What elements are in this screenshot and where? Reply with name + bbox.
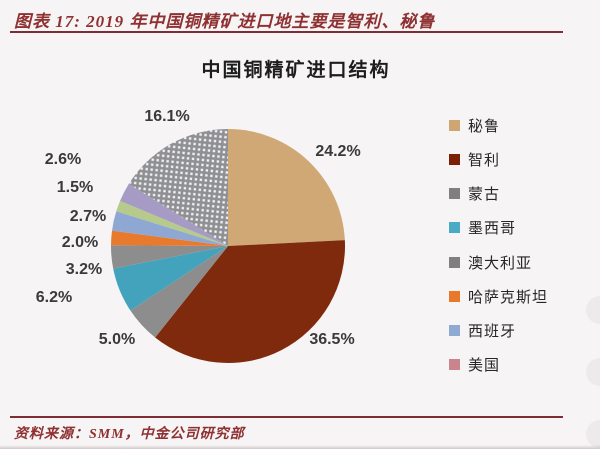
pie-slice-7 [116,200,228,246]
legend-label: 蒙古 [468,186,501,203]
pie-label-slice8: 1.5% [56,179,94,196]
pie-label-mongolia: 5.0% [98,331,136,348]
pie-svg [110,129,345,364]
pie-slice-4 [110,245,228,269]
pie-slice-3 [113,246,228,311]
pie-label-australia: 3.2% [65,261,103,278]
legend-item-mexico: 墨西哥 [449,219,517,237]
legend-label: 西班牙 [468,323,517,340]
legend-swatch [449,153,460,165]
legend-label: 哈萨克斯坦 [468,289,549,306]
pie-label-peru: 24.2% [315,143,361,160]
legend-item-spain: 西班牙 [449,322,517,340]
pie-chart [104,122,352,370]
legend-swatch [449,256,460,268]
legend-swatch [449,324,460,336]
pie-slice-8 [120,183,228,246]
legend-item-mongolia: 蒙古 [449,185,501,203]
bottom-edge-shadow [0,445,600,449]
source-note: 资料来源：SMM，中金公司研究部 [14,427,245,442]
pie-slice-1 [155,240,345,364]
pie-label-spain: 2.7% [69,208,107,225]
footer-rule [10,416,563,418]
pie-label-slice9: 2.6% [44,151,82,168]
pie-slice-0 [228,129,345,246]
pie-label-mexico: 6.2% [35,289,73,306]
legend-swatch [449,187,460,199]
legend-swatch [449,358,460,370]
pie-label-chile: 36.5% [309,331,355,348]
watermark-circle [586,420,600,448]
legend-label: 墨西哥 [468,220,517,237]
figure-title: 图表 17: 2019 年中国铜精矿进口地主要是智利、秘鲁 [14,12,436,31]
legend-swatch [449,119,460,131]
watermark-circle [586,358,600,386]
legend-swatch [449,221,460,233]
legend-item-usa: 美国 [449,356,501,374]
pie-slice-5 [111,230,228,246]
legend-item-chile: 智利 [449,151,501,169]
watermark-circle [586,296,600,324]
pie-label-kazakhstan: 2.0% [61,234,99,251]
pie-slice-9 [128,129,228,246]
legend-item-peru: 秘鲁 [449,117,501,135]
chart-title: 中国铜精矿进口结构 [201,60,391,81]
legend-item-kazakhstan: 哈萨克斯坦 [449,288,549,306]
pie-slice-6 [112,211,228,246]
legend-label: 美国 [468,357,501,374]
legend-item-australia: 澳大利亚 [449,254,533,272]
pie-label-others: 16.1% [144,108,190,125]
legend-label: 秘鲁 [468,118,501,135]
legend-label: 智利 [468,152,501,169]
title-underline [10,31,563,33]
pie-slice-2 [130,246,228,338]
legend-swatch [449,290,460,302]
legend-label: 澳大利亚 [468,255,533,272]
